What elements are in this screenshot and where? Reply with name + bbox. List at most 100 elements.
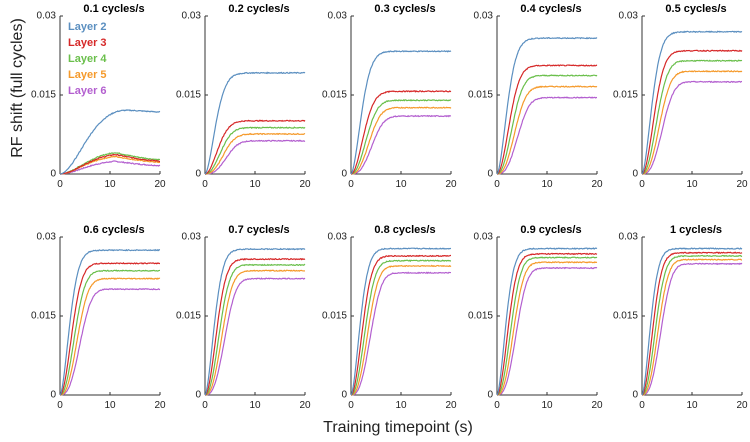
panel: 0 0.015 0.03 0 10 20 0.7 cycles/s <box>176 224 311 411</box>
y-tick-label: 0.03 <box>328 232 348 243</box>
y-tick-label: 0 <box>632 169 638 180</box>
series-line <box>350 264 452 396</box>
x-tick-label: 0 <box>639 179 645 190</box>
x-tick-label: 20 <box>299 179 311 190</box>
legend-entry: Layer 3 <box>68 37 107 49</box>
x-tick-label: 20 <box>445 400 457 411</box>
panel-title: 0.9 cycles/s <box>520 224 581 236</box>
y-axis-label: RF shift (full cycles) <box>9 18 26 158</box>
panel-title: 1 cycles/s <box>670 224 722 236</box>
x-tick-label: 10 <box>249 179 261 190</box>
series-line <box>496 256 598 396</box>
x-tick-label: 0 <box>202 400 208 411</box>
series-line <box>641 70 743 175</box>
y-tick-label: 0.015 <box>613 90 638 101</box>
series-line <box>350 254 451 396</box>
series-line <box>496 247 598 396</box>
y-tick-label: 0.03 <box>37 232 57 243</box>
series-line <box>641 59 743 175</box>
y-tick-label: 0 <box>195 169 201 180</box>
y-tick-label: 0.015 <box>322 311 347 322</box>
legend-entry: Layer 5 <box>68 69 107 81</box>
y-tick-label: 0.015 <box>322 90 347 101</box>
x-tick-label: 10 <box>686 400 698 411</box>
x-tick-label: 10 <box>395 400 407 411</box>
y-tick-label: 0.03 <box>474 11 494 22</box>
series-line <box>641 247 743 396</box>
series-line <box>59 153 160 175</box>
series-line <box>496 252 598 396</box>
x-tick-label: 0 <box>57 179 63 190</box>
series-line <box>641 30 743 175</box>
series-line <box>204 247 306 396</box>
y-tick-label: 0 <box>487 390 493 401</box>
y-tick-label: 0 <box>195 390 201 401</box>
series-line <box>204 119 306 175</box>
x-tick-label: 20 <box>154 400 166 411</box>
series-line <box>496 266 598 396</box>
y-tick-label: 0.03 <box>37 11 57 22</box>
series-line <box>204 126 306 175</box>
panel-title: 0.8 cycles/s <box>374 224 435 236</box>
series-line <box>350 259 452 396</box>
series-line <box>205 132 306 175</box>
panels: 0 0.015 0.03 0 10 20 0.1 cycles/s Layer 2 Layer … <box>31 3 748 411</box>
series-line <box>350 106 452 175</box>
x-tick-label: 10 <box>541 400 553 411</box>
panel: 0 0.015 0.03 0 10 20 0.6 cycles/s <box>31 224 166 411</box>
y-tick-label: 0.03 <box>474 232 494 243</box>
y-tick-label: 0.03 <box>328 11 348 22</box>
series-line <box>59 160 161 175</box>
series-line <box>60 287 161 396</box>
panel: 0 0.015 0.03 0 10 20 0.1 cycles/s Layer 2 Layer … <box>31 3 166 190</box>
y-tick-label: 0.015 <box>613 311 638 322</box>
series-line <box>205 277 306 396</box>
y-tick-label: 0.015 <box>31 90 56 101</box>
series-line <box>205 139 306 175</box>
panel: 0 0.015 0.03 0 10 20 0.4 cycles/s <box>468 3 603 190</box>
y-tick-label: 0.03 <box>182 11 202 22</box>
series-line <box>350 114 452 175</box>
panel-title: 0.2 cycles/s <box>228 3 289 15</box>
y-tick-label: 0.015 <box>468 311 493 322</box>
x-tick-label: 20 <box>736 179 748 190</box>
y-tick-label: 0 <box>341 390 347 401</box>
series-line <box>204 257 306 396</box>
panel-title: 0.6 cycles/s <box>83 224 144 236</box>
series-line <box>59 261 161 396</box>
series-line <box>350 271 452 396</box>
y-tick-label: 0.03 <box>619 232 639 243</box>
series-line <box>641 262 743 396</box>
y-tick-label: 0.015 <box>176 90 201 101</box>
y-tick-label: 0.015 <box>31 311 56 322</box>
series-line <box>641 254 743 396</box>
x-tick-label: 10 <box>686 179 698 190</box>
legend-entry: Layer 6 <box>68 85 107 97</box>
series-line <box>59 269 161 396</box>
x-tick-label: 0 <box>639 400 645 411</box>
series-line <box>350 90 452 175</box>
series-line <box>204 71 306 175</box>
series-line <box>496 85 598 175</box>
series-line <box>641 49 743 175</box>
series-line <box>59 248 161 396</box>
x-tick-label: 0 <box>202 179 208 190</box>
panel: 0 0.015 0.03 0 10 20 0.2 cycles/s <box>176 3 311 190</box>
x-tick-label: 0 <box>348 400 354 411</box>
x-tick-label: 20 <box>154 179 166 190</box>
y-tick-label: 0 <box>632 390 638 401</box>
panel-title: 0.7 cycles/s <box>228 224 289 236</box>
series-line <box>496 261 598 396</box>
y-tick-label: 0 <box>50 390 56 401</box>
panel-title: 0.1 cycles/s <box>83 3 144 15</box>
series-line <box>350 98 452 175</box>
x-tick-label: 10 <box>104 400 116 411</box>
x-axis-label: Training timepoint (s) <box>323 419 473 436</box>
panel: 0 0.015 0.03 0 10 20 1 cycles/s <box>613 224 748 411</box>
x-tick-label: 20 <box>445 179 457 190</box>
series-line <box>204 263 306 396</box>
y-tick-label: 0 <box>50 169 56 180</box>
x-tick-label: 10 <box>395 179 407 190</box>
panel: 0 0.015 0.03 0 10 20 0.9 cycles/s <box>468 224 603 411</box>
